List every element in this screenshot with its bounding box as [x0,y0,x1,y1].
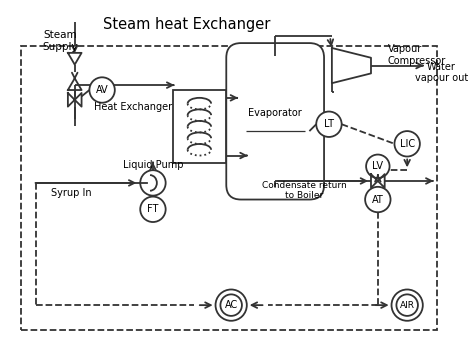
Circle shape [392,290,423,321]
Text: Heat Exchanger: Heat Exchanger [94,102,173,112]
Circle shape [89,77,115,103]
Text: Steam
Supply: Steam Supply [42,30,78,52]
Text: LIC: LIC [400,139,415,149]
Text: FT: FT [147,204,158,214]
FancyBboxPatch shape [226,43,324,199]
Circle shape [316,112,342,137]
Circle shape [216,290,247,321]
Text: AT: AT [372,194,384,204]
Text: AV: AV [96,85,108,95]
Text: Vapour
Compressor: Vapour Compressor [387,44,446,66]
Text: LT: LT [324,119,334,129]
Polygon shape [332,48,371,83]
Circle shape [365,187,391,212]
Text: Syrup In: Syrup In [52,188,92,198]
Circle shape [140,197,166,222]
Text: Liquid Pump: Liquid Pump [123,160,183,170]
FancyBboxPatch shape [173,90,226,163]
Text: Water
vapour out: Water vapour out [415,62,468,83]
Text: LV: LV [372,161,383,171]
Circle shape [394,131,420,156]
Text: Steam heat Exchanger: Steam heat Exchanger [104,17,271,32]
Circle shape [366,155,390,178]
Text: Condensate return
to Boiler: Condensate return to Boiler [262,181,347,200]
Text: AIR: AIR [400,301,415,310]
Text: Evaporator: Evaporator [248,108,302,118]
Circle shape [140,170,166,195]
Text: AC: AC [225,300,238,310]
